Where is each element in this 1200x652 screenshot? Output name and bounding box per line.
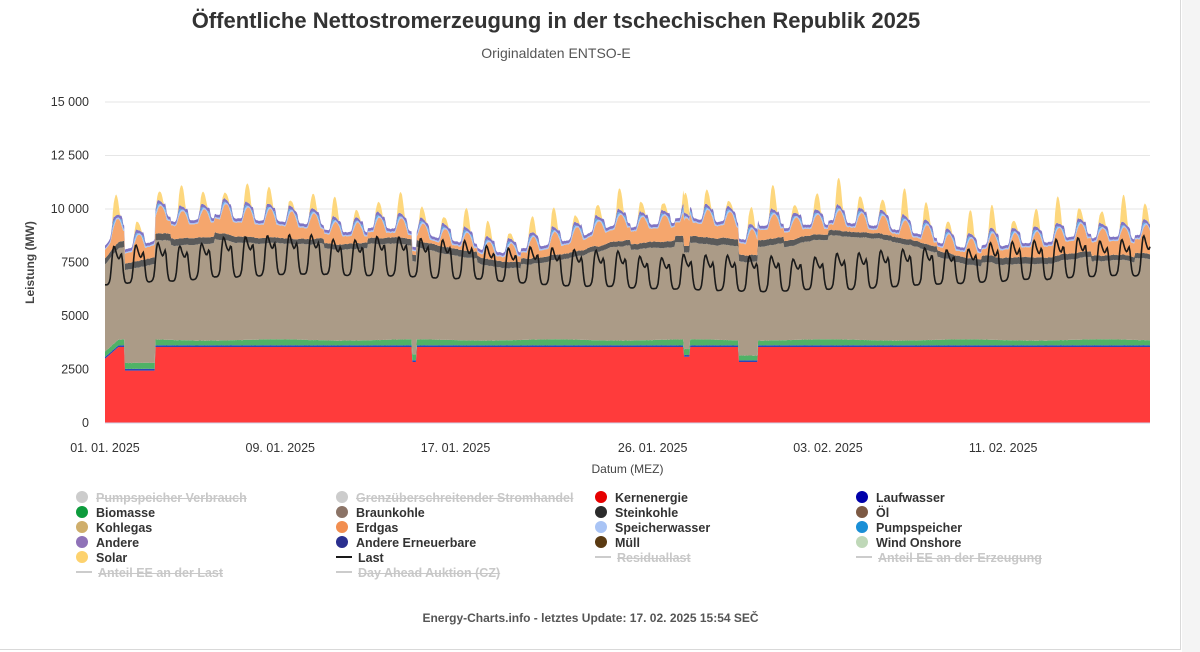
y-tick-label: 2500 bbox=[61, 363, 89, 377]
x-tick-label: 11. 02. 2025 bbox=[969, 441, 1038, 455]
legend-item-last[interactable]: Last bbox=[336, 551, 384, 566]
legend-label: Anteil EE an der Erzeugung bbox=[878, 551, 1042, 565]
legend-item-müll[interactable]: Müll bbox=[595, 536, 640, 551]
legend-dot-icon bbox=[336, 491, 348, 503]
legend-dot-icon bbox=[856, 536, 868, 548]
area-biomasse bbox=[105, 339, 1150, 370]
legend-label: Laufwasser bbox=[876, 491, 945, 505]
legend-item-kernenergie[interactable]: Kernenergie bbox=[595, 491, 688, 506]
legend-line-icon bbox=[76, 571, 92, 573]
legend-label: Erdgas bbox=[356, 521, 399, 535]
chart-subtitle: Originaldaten ENTSO-E bbox=[481, 45, 631, 61]
legend-item-laufwasser[interactable]: Laufwasser bbox=[856, 491, 945, 506]
legend-label: Anteil EE an der Last bbox=[98, 566, 224, 580]
x-tick-label: 09. 01. 2025 bbox=[246, 441, 316, 455]
legend-label: Last bbox=[358, 551, 384, 565]
chart-title: Öffentliche Nettostromerzeugung in der t… bbox=[191, 8, 921, 33]
legend-line-icon bbox=[336, 571, 352, 573]
legend-item-wind-onshore[interactable]: Wind Onshore bbox=[856, 536, 961, 551]
x-tick-label: 26. 01. 2025 bbox=[618, 441, 688, 455]
legend-label: Day Ahead Auktion (CZ) bbox=[358, 566, 501, 580]
y-tick-label: 10 000 bbox=[51, 202, 89, 216]
legend-label: Pumpspeicher bbox=[876, 521, 963, 535]
legend-dot-icon bbox=[856, 521, 868, 533]
legend-item-erdgas[interactable]: Erdgas bbox=[336, 521, 398, 536]
area-erdgas bbox=[105, 204, 1150, 264]
line-last bbox=[105, 233, 1151, 293]
legend-label: Grenzüberschreitender Stromhandel bbox=[356, 491, 574, 505]
legend-label: Solar bbox=[96, 551, 128, 565]
legend-item-pumpspeicher-verbrauch[interactable]: Pumpspeicher Verbrauch bbox=[76, 491, 247, 506]
y-tick-label: 15 000 bbox=[51, 95, 89, 109]
legend-label: Wind Onshore bbox=[876, 536, 962, 550]
y-axis-title: Leistung (MW) bbox=[23, 221, 37, 304]
legend-label: Kohlegas bbox=[96, 521, 153, 535]
legend-item-anteil-ee-an-der-erzeugung[interactable]: Anteil EE an der Erzeugung bbox=[856, 551, 1042, 566]
legend-dot-icon bbox=[76, 536, 88, 548]
legend-dot-icon bbox=[76, 506, 88, 518]
legend-dot-icon bbox=[595, 491, 607, 503]
legend-label: Andere bbox=[96, 536, 140, 550]
legend-dot-icon bbox=[76, 491, 88, 503]
legend-label: Speicherwasser bbox=[615, 521, 711, 535]
legend-dot-icon bbox=[856, 491, 868, 503]
legend-item-residuallast[interactable]: Residuallast bbox=[595, 551, 691, 566]
x-tick-label: 03. 02. 2025 bbox=[793, 441, 863, 455]
legend-line-icon bbox=[856, 556, 872, 558]
legend-item-biomasse[interactable]: Biomasse bbox=[76, 506, 155, 521]
legend-item-day-ahead-auktion-cz-[interactable]: Day Ahead Auktion (CZ) bbox=[336, 566, 500, 581]
scrollbar-track[interactable] bbox=[1182, 0, 1200, 652]
legend-label: Braunkohle bbox=[356, 506, 425, 520]
area-steinkohle bbox=[105, 229, 1150, 271]
area-kernenergie bbox=[105, 347, 1150, 423]
legend-label: Steinkohle bbox=[615, 506, 679, 520]
legend-label: Biomasse bbox=[96, 506, 156, 520]
footer-update-note: Energy-Charts.info - letztes Update: 17.… bbox=[422, 611, 759, 625]
legend-line-icon bbox=[595, 556, 611, 558]
legend-dot-icon bbox=[595, 536, 607, 548]
legend-dot-icon bbox=[76, 521, 88, 533]
legend-dot-icon bbox=[336, 536, 348, 548]
legend-dot-icon bbox=[595, 521, 607, 533]
legend-item-steinkohle[interactable]: Steinkohle bbox=[595, 506, 678, 521]
legend-item-öl[interactable]: Öl bbox=[856, 506, 889, 521]
legend-label: Öl bbox=[876, 506, 890, 520]
legend-label: Pumpspeicher Verbrauch bbox=[96, 491, 247, 505]
x-tick-label: 17. 01. 2025 bbox=[421, 441, 491, 455]
x-tick-label: 01. 01. 2025 bbox=[70, 441, 140, 455]
legend-dot-icon bbox=[856, 506, 868, 518]
x-axis-title: Datum (MEZ) bbox=[592, 462, 664, 476]
legend-label: Andere Erneuerbare bbox=[356, 536, 477, 550]
legend-item-andere[interactable]: Andere bbox=[76, 536, 139, 551]
legend-label: Residuallast bbox=[617, 551, 691, 565]
legend-item-anteil-ee-an-der-last[interactable]: Anteil EE an der Last bbox=[76, 566, 223, 581]
legend-item-grenzüberschreitender-stromhandel[interactable]: Grenzüberschreitender Stromhandel bbox=[336, 491, 573, 506]
legend-dot-icon bbox=[336, 521, 348, 533]
legend-label: Kernenergie bbox=[615, 491, 688, 505]
legend-item-speicherwasser[interactable]: Speicherwasser bbox=[595, 521, 710, 536]
legend-item-andere-erneuerbare[interactable]: Andere Erneuerbare bbox=[336, 536, 476, 551]
legend-item-solar[interactable]: Solar bbox=[76, 551, 127, 566]
y-tick-label: 7500 bbox=[61, 256, 89, 270]
y-tick-label: 0 bbox=[82, 416, 89, 430]
legend-item-kohlegas[interactable]: Kohlegas bbox=[76, 521, 152, 536]
chart-plot[interactable]: 0 2500 5000 7500 10 000 12 500 15 000 01. 01. 2… bbox=[0, 0, 1181, 490]
legend-dot-icon bbox=[76, 551, 88, 563]
y-tick-label: 12 500 bbox=[51, 149, 89, 163]
legend-item-braunkohle[interactable]: Braunkohle bbox=[336, 506, 425, 521]
legend-line-icon bbox=[336, 556, 352, 558]
legend-item-pumpspeicher[interactable]: Pumpspeicher bbox=[856, 521, 962, 536]
y-tick-label: 5000 bbox=[61, 309, 89, 323]
legend-label: Müll bbox=[615, 536, 640, 550]
legend-dot-icon bbox=[336, 506, 348, 518]
legend-dot-icon bbox=[595, 506, 607, 518]
